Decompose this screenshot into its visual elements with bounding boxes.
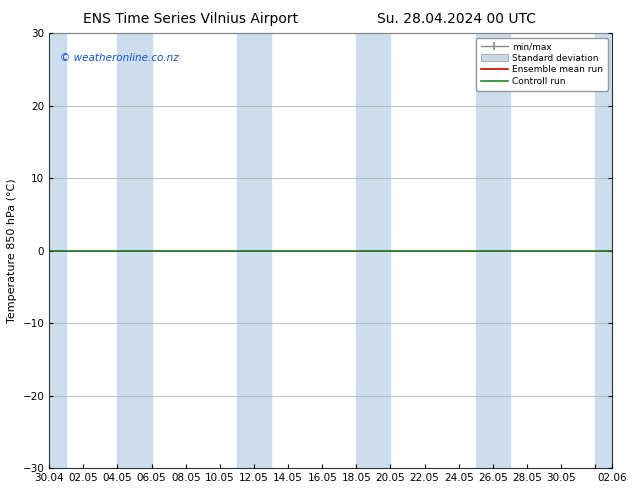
Bar [49, 33, 67, 468]
Bar [476, 33, 510, 468]
Bar [237, 33, 271, 468]
Bar [595, 33, 612, 468]
Bar [356, 33, 391, 468]
Y-axis label: Temperature 850 hPa (°C): Temperature 850 hPa (°C) [7, 178, 17, 323]
Legend: min/max, Standard deviation, Ensemble mean run, Controll run: min/max, Standard deviation, Ensemble me… [476, 38, 608, 91]
Bar [117, 33, 152, 468]
Text: Su. 28.04.2024 00 UTC: Su. 28.04.2024 00 UTC [377, 12, 536, 26]
Text: © weatheronline.co.nz: © weatheronline.co.nz [60, 52, 179, 63]
Text: ENS Time Series Vilnius Airport: ENS Time Series Vilnius Airport [82, 12, 298, 26]
